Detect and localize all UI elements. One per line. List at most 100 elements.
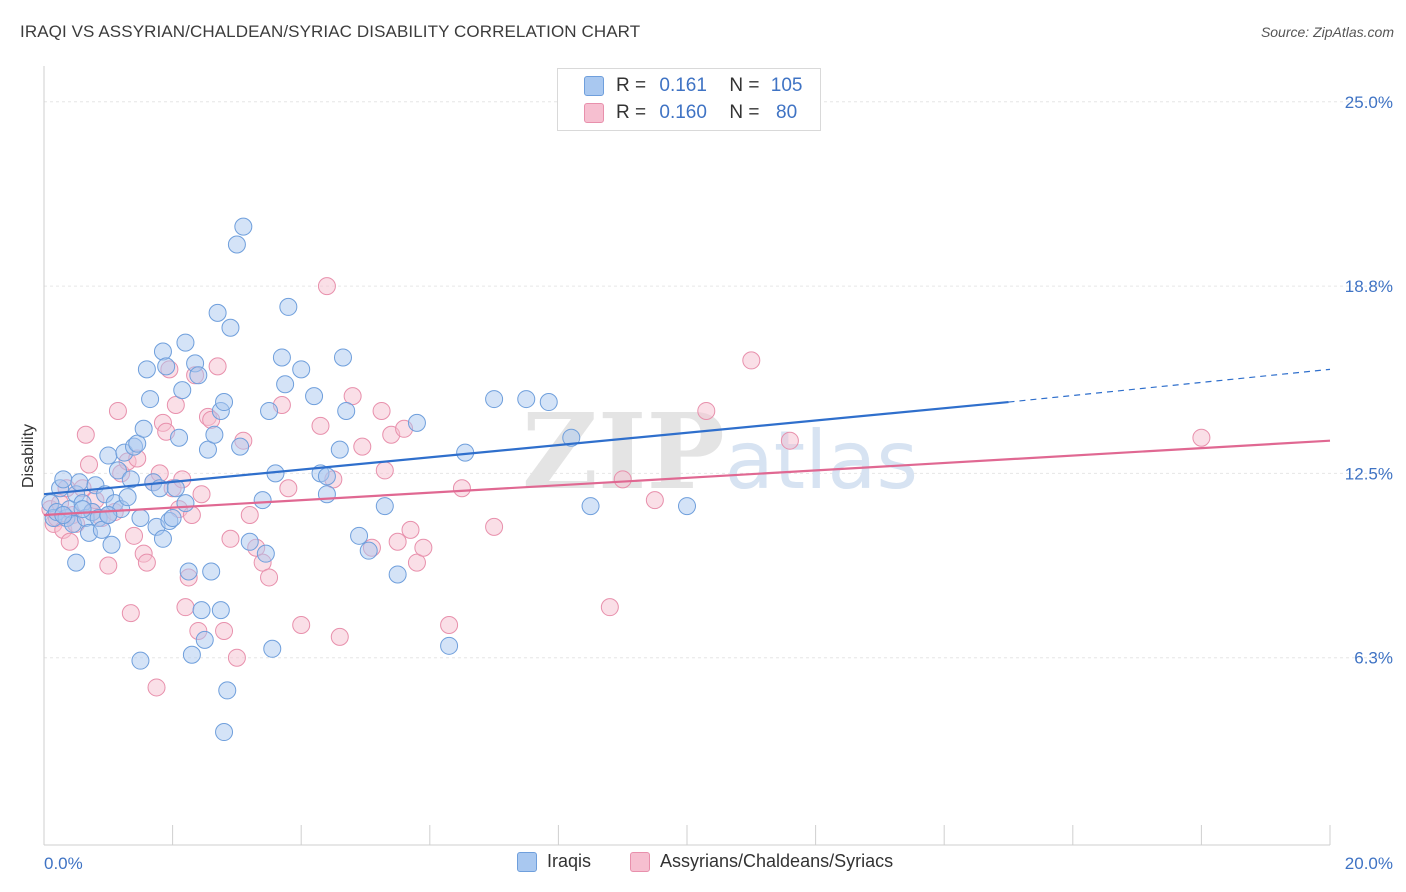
iraqi-point [54,470,73,489]
iraqi-point [539,393,558,412]
assyrian-point [311,416,330,435]
iraqi-point [141,390,160,409]
assyrian-point [440,616,459,635]
iraqi-point [305,387,324,406]
iraqi-point [121,470,140,489]
iraqi-point [215,393,234,412]
series-legend-assyrian: Assyrians/Chaldeans/Syriacs [630,851,893,872]
iraqi-point [182,645,201,664]
iraqi-point [256,544,275,563]
iraqi-point [92,520,111,539]
assyrian-point [147,678,166,697]
iraqi-point [253,491,272,510]
legend-r-value: 0.160 [659,102,707,123]
assyrian-point [108,401,127,420]
assyrian-point [99,556,118,575]
assyrian-point [372,401,391,420]
series-legend: Iraqis Assyrians/Chaldeans/Syriacs [0,851,1406,877]
legend-r-label: R = [616,102,652,123]
legend-swatch-iraqi [584,76,604,96]
iraqi-point [198,440,217,459]
iraqi-point [131,508,150,527]
assyrian-point [240,506,259,525]
iraqi-point [176,494,195,513]
iraqi-point [263,639,282,658]
y-tick-label: 25.0% [1345,93,1393,112]
assyrian-trend-line [43,439,1331,517]
assyrian-point [388,532,407,551]
legend-r-label: R = [616,75,652,96]
iraqi-point [562,428,581,447]
watermark-atlas: atlas [725,414,918,507]
iraqi-point [137,360,156,379]
iraqi-point [70,473,89,492]
iraqi-point [67,553,86,572]
iraqi-point [359,541,378,560]
assyrian-point [343,387,362,406]
iraqi-point [581,497,600,516]
iraqi-point [292,360,311,379]
iraqi-point [440,636,459,655]
assyrian-point [697,401,716,420]
assyrian-point [80,455,99,474]
legend-r-value: 0.161 [659,75,707,96]
assyrian-point [60,532,79,551]
assyrian-point [125,526,144,545]
iraqi-point [192,601,211,620]
stats-legend: R = 0.161 N = 105 R = 0.160 N = 80 [557,68,821,131]
iraqi-point [276,375,295,394]
y-tick-label: 18.8% [1345,277,1393,296]
assyrian-point [414,538,433,557]
series-swatch-iraqi [517,851,537,872]
assyrian-point [176,598,195,617]
assyrian-point [137,553,156,572]
iraqi-point [163,508,182,527]
source-label: Source: ZipAtlas.com [1260,24,1394,40]
watermark-text: ZIPatlas [522,390,918,513]
series-swatch-assyrian [630,851,650,872]
assyrian-point [317,277,336,296]
legend-swatch-assyrian [584,103,604,123]
iraqi-point [388,565,407,584]
iraqi-point [189,366,208,385]
assyrian-point [166,396,185,415]
y-axis-label: Disability [20,424,37,488]
iraqi-point [173,381,192,400]
iraqi-point [333,348,352,367]
tick-labels: 6.3% 12.5% 18.8% 25.0% 0.0% 20.0% [44,93,1393,873]
iraqi-point [517,390,536,409]
iraqi-point [317,485,336,504]
iraqi-point [102,535,121,554]
iraqi-point [134,419,153,438]
y-tick-label: 6.3% [1354,649,1393,668]
iraqi-point [407,413,426,432]
iraqi-point [176,333,195,352]
series-label-iraqi: Iraqis [547,851,592,871]
iraqi-point [221,318,240,337]
iraqi-point [205,425,224,444]
iraqi-point [231,437,250,456]
assyrian-point [375,461,394,480]
iraqi-point [195,630,214,649]
iraqi-point [218,681,237,700]
legend-row-iraqi: R = 0.161 N = 105 [584,74,802,98]
assyrian-point [192,485,211,504]
watermark-zip: ZIP [522,390,725,513]
iraqi-point [279,297,298,316]
iraqi-point [227,235,246,254]
assyrian-point [208,357,227,376]
assyrian-point [613,470,632,489]
iraqi-point [202,562,221,581]
iraqi-point [240,532,259,551]
legend-n-label: N = [729,75,765,96]
iraqi-point [337,401,356,420]
iraqi-point [678,497,696,516]
assyrian-point [401,520,420,539]
iraqi-point [375,497,394,516]
iraqi-point [99,506,118,525]
iraqi-point [128,434,147,453]
assyrian-point [452,479,471,498]
iraqi-points [41,217,696,742]
assyrian-points [41,277,1211,697]
iraqi-trend-extension [1008,368,1331,403]
